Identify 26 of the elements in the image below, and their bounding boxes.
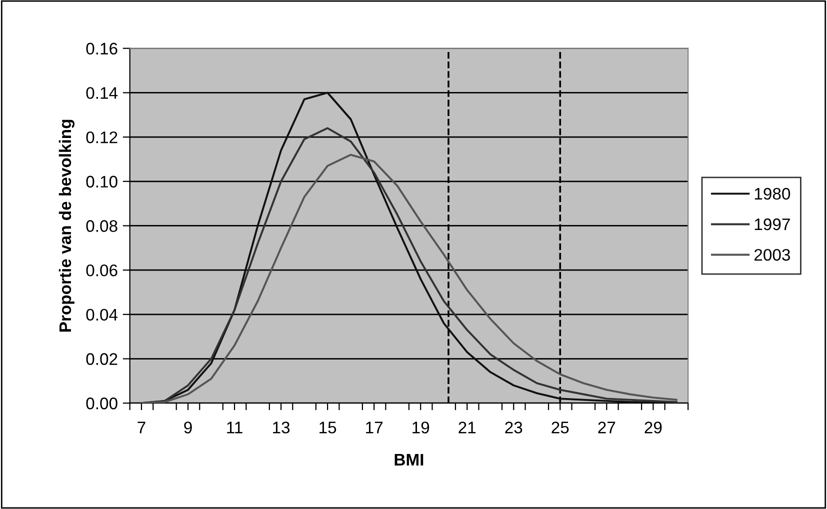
x-tick-label: 27 (598, 422, 616, 434)
x-tick-label: 7 (138, 422, 146, 434)
x-tick-label: 13 (273, 422, 290, 434)
x-tick-label: 15 (320, 422, 336, 434)
legend-label: 1997 (754, 218, 790, 230)
y-tick-label: 0.16 (86, 42, 118, 55)
y-tick-label: 0.14 (86, 87, 118, 99)
x-tick-label: 29 (644, 422, 662, 434)
y-tick-label: 0.00 (86, 398, 118, 410)
legend-label: 1980 (754, 188, 790, 200)
y-tick-label: 0.02 (86, 353, 118, 365)
x-tick-label: 11 (227, 422, 242, 434)
x-tick-label: 17 (366, 422, 382, 434)
legend-label: 2003 (754, 248, 790, 261)
x-tick-label: 19 (412, 422, 430, 434)
y-tick-label: 0.10 (86, 176, 118, 188)
x-tick-label: 23 (505, 422, 522, 434)
x-axis-title: BMI (394, 454, 424, 466)
y-tick-label: 0.04 (86, 308, 118, 321)
y-axis-title: Proportie van de bevolking (58, 120, 74, 332)
x-tick-label: 9 (184, 422, 192, 434)
x-tick-label: 25 (552, 422, 569, 434)
y-tick-label: 0.12 (86, 131, 118, 144)
y-tick-label: 0.06 (86, 264, 118, 276)
y-tick-label: 0.08 (86, 220, 118, 232)
x-tick-label: 21 (458, 422, 476, 434)
